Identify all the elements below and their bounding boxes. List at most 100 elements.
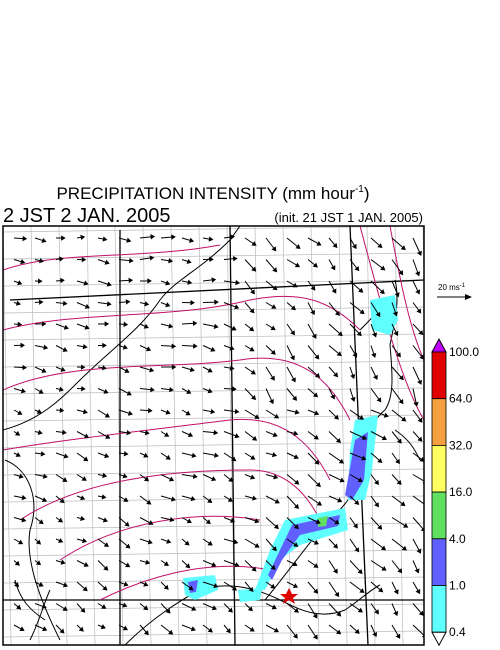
wind-arrow-head [314,354,320,360]
wind-arrow-head [396,352,401,358]
wind-arrow-head [102,472,108,479]
wind-arrow-head [359,309,365,315]
wind-arrow-head [38,299,44,305]
wind-arrow-head [59,628,65,634]
wind-arrow-head [377,458,383,464]
wind-arrow-head [58,538,64,543]
wind-arrow-head [207,388,213,394]
wind-arrow-head [122,344,128,350]
wind-arrow-head [315,482,321,488]
wind-arrow-head [248,586,254,593]
wind-arrow-head [403,523,409,528]
title-close: ) [364,184,370,203]
wind-arrow-head [165,608,171,614]
wind-arrow-head [372,374,378,381]
wind-arrow-head [43,344,49,350]
wind-arrow-head [312,634,318,640]
valid-time: 2 JST 2 JAN. 2005 [3,205,171,227]
wind-arrow-head [273,627,280,633]
wind-arrow-head [380,545,387,551]
wind-arrow-head [293,524,299,530]
wind-arrow-head [270,375,275,381]
wind-arrow-head [40,451,46,457]
wind-arrow-head [150,234,156,240]
wind-arrow-head [192,473,198,479]
colorbar-segment [431,538,447,586]
wind-arrow-head [271,304,277,309]
wind-arrow-head [41,497,48,503]
wind-arrow-head [106,301,112,307]
grid-line [30,226,40,645]
wind-arrow-head [104,259,110,265]
colorbar-over [431,337,447,353]
wind-arrow-head [205,519,211,525]
wind-arrow-head [80,364,86,370]
wind-arrow-head [231,325,237,331]
wind-arrow-head [229,365,235,371]
wind-arrow-head [82,586,88,592]
wind-arrow-head [291,377,296,383]
wind-arrow-head [374,609,379,615]
wind-arrow-head [313,588,319,594]
precip-area [183,575,218,600]
wind-arrow-head [186,258,192,264]
wind-arrow-head [354,499,360,505]
wind-arrow-head [209,256,214,263]
wind-arrow-head [295,244,301,249]
wind-arrow-head [233,539,239,545]
wind-arrow-head [123,581,129,587]
wind-arrow-head [230,234,235,240]
wind-arrow-head [415,289,421,295]
wind-arrow-head [400,501,406,507]
wind-arrow-head [316,500,322,506]
wind-arrow-head [35,560,42,566]
wind-arrow-head [419,456,424,462]
wind-arrow-head [126,390,132,396]
wind-arrow-head [270,349,276,355]
wind-arrow-head [247,606,253,612]
wind-arrow-head [128,257,134,264]
wind-arrow-head [250,369,256,375]
wind-arrow-head [417,379,422,385]
wind-arrow-head [372,332,378,338]
wind-arrow-head [337,497,343,503]
wind-arrow-head [313,539,320,545]
wind-arrow-head [188,585,194,591]
wind-arrow-head [417,436,423,442]
wind-arrow-head [214,452,219,458]
wind-arrow-head [352,523,358,529]
grid-line [3,226,12,645]
wind-arrow-head [60,366,66,372]
wind-arrow-head [234,304,240,310]
grid-line [142,226,152,645]
wind-arrow-head [63,324,69,330]
wind-arrow-head [292,561,298,567]
wind-arrow-head [122,625,128,631]
wind-arrow-head [358,415,364,420]
wind-arrow-head [19,626,25,632]
wind-arrow-head [401,416,407,422]
wind-arrow-head [418,610,424,616]
wind-arrow-head [335,438,341,444]
wind-arrow-head [171,234,176,240]
wind-arrow-head [14,430,21,436]
wind-arrow-head [61,235,66,241]
wind-scale-text: 20 ms [438,283,460,292]
wind-arrow-head [270,564,276,570]
wind-arrow-head [271,452,277,458]
wind-arrow-head [146,499,152,505]
wind-arrow-head [17,280,23,286]
wind-arrow-head [166,538,172,544]
wind-arrow-head [334,310,340,317]
wind-scale-superscript: -1 [460,283,466,289]
wind-arrow-head [127,410,133,416]
wind-arrow-head [356,331,362,337]
wind-arrow-head [249,308,255,314]
wind-arrow-head [293,430,299,436]
wind-arrow-head [418,330,424,336]
wind-arrow-head [293,454,299,460]
map-title: PRECIPITATION INTENSITY (mm hour-1) [56,184,369,203]
wind-arrow-head [361,435,367,440]
wind-arrow-head [269,398,274,405]
wind-arrow-head [36,408,43,414]
